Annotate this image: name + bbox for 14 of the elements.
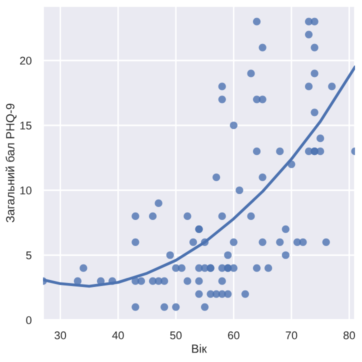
x-tick-label: 70 xyxy=(286,331,298,340)
x-tick-label: 80 xyxy=(344,331,355,340)
y-tick-label: 5 xyxy=(26,252,32,260)
y-tick-label: 20 xyxy=(20,56,32,65)
y-tick-label: 15 xyxy=(20,122,32,130)
x-axis-title: Вік xyxy=(192,344,207,353)
x-tick-label: 30 xyxy=(54,331,66,340)
line-series xyxy=(43,66,355,288)
x-tick-label: 40 xyxy=(112,331,124,340)
x-tick-label: 60 xyxy=(228,331,240,340)
x-tick-label: 50 xyxy=(170,331,182,340)
y-tick-label: 10 xyxy=(20,186,32,194)
y-axis-title: Загальний бал PHQ-9 xyxy=(6,104,17,222)
y-tick-label: 0 xyxy=(26,316,32,324)
